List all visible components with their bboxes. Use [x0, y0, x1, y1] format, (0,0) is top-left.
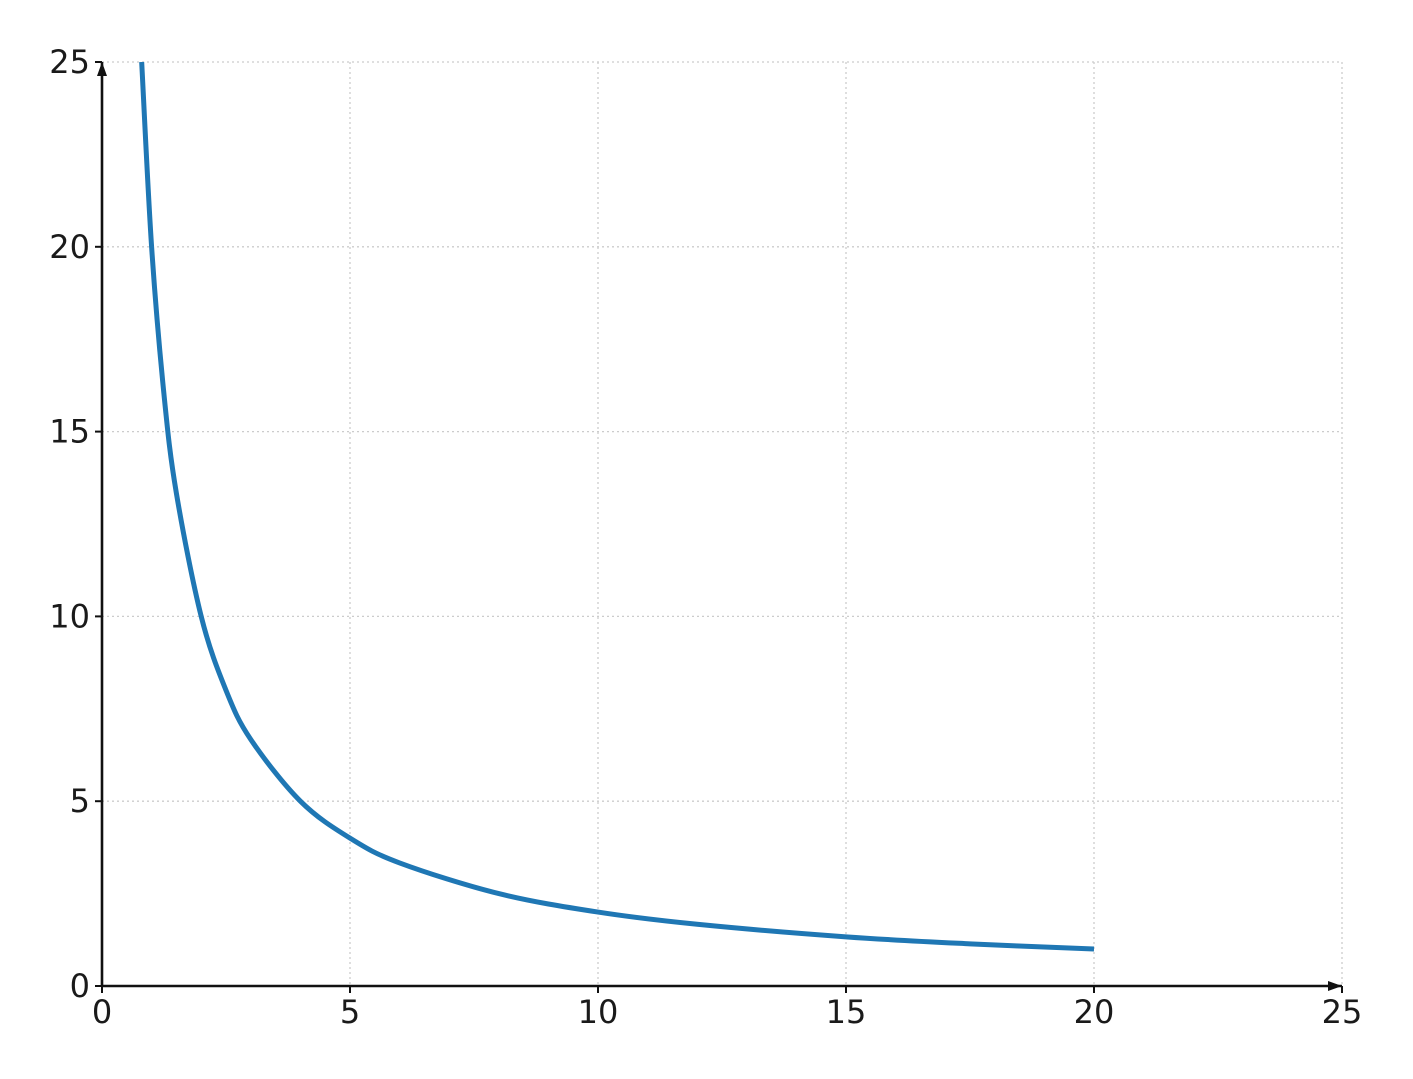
y-tick-label: 0 — [70, 967, 90, 1005]
x-tick-label: 10 — [578, 993, 619, 1031]
tick-layer: 0 5 10 15 20 25 0 5 10 15 20 25 — [49, 43, 1362, 1031]
y-tick-label: 15 — [49, 413, 90, 451]
y-tick-label: 5 — [70, 782, 90, 820]
x-tick-label: 5 — [340, 993, 360, 1031]
x-tick-label: 15 — [826, 993, 867, 1031]
y-tick-label: 20 — [49, 228, 90, 266]
x-tick-label: 0 — [92, 993, 112, 1031]
grid-layer — [102, 61, 1343, 986]
axes-layer — [97, 62, 1342, 991]
x-axis-arrow — [1328, 981, 1342, 991]
y-axis-arrow — [97, 62, 107, 76]
y-tick-label: 10 — [49, 597, 90, 635]
y-tick-label: 25 — [49, 43, 90, 81]
series-line — [139, 61, 1095, 952]
series-layer — [139, 61, 1095, 952]
x-tick-label: 20 — [1074, 993, 1115, 1031]
x-tick-label: 25 — [1322, 993, 1363, 1031]
